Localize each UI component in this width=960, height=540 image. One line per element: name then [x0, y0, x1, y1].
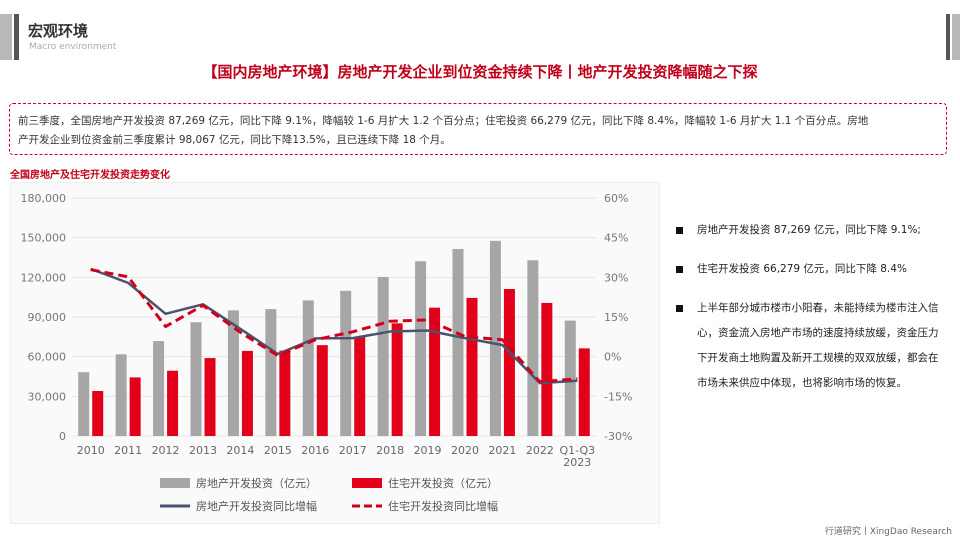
summary-line-1: 前三季度，全国房地产开发投资 87,269 亿元，同比下降 9.1%，降幅较 1… [18, 115, 869, 127]
x-axis-tick-label: 2021 [488, 444, 516, 457]
bullet-item: 上半年部分城市楼市小阳春，未能持续为楼市注入信心，资金流入房地产市场的速度持续放… [676, 296, 942, 396]
bar-residential-investment [541, 302, 553, 436]
x-axis-tick-label: 2011 [114, 444, 142, 457]
bar-residential-investment [316, 345, 328, 436]
bar-residential-investment [354, 336, 366, 436]
bar-residential-investment [578, 348, 590, 436]
bar-total-investment [377, 276, 389, 436]
bar-residential-investment [279, 350, 291, 436]
right-axis-tick-label: -15% [604, 390, 632, 403]
x-axis-tick-label: 2012 [152, 444, 180, 457]
left-axis-tick-label: 30,000 [28, 390, 67, 403]
header-accent-bar [0, 14, 12, 60]
x-axis-tick-label: 2015 [264, 444, 292, 457]
bar-residential-investment [167, 370, 179, 436]
bullet-list: 房地产开发投资 87,269 亿元，同比下降 9.1%; 住宅开发投资 66,2… [676, 218, 942, 410]
bar-total-investment [265, 309, 277, 436]
bar-total-investment [415, 261, 427, 436]
page-headline: 【国内房地产环境】房地产开发企业到位资金持续下降丨地产开发投资降幅随之下探 [202, 63, 758, 81]
summary-box: 前三季度，全国房地产开发投资 87,269 亿元，同比下降 9.1%，降幅较 1… [9, 103, 947, 155]
bar-total-investment [340, 290, 352, 436]
bullet-text: 房地产开发投资 87,269 亿元，同比下降 9.1%; [697, 224, 921, 236]
legend-label: 房地产开发投资同比增幅 [196, 499, 317, 513]
left-axis-tick-label: 90,000 [28, 311, 67, 324]
summary-line-2: 产开发企业到位资金前三季度累计 98,067 亿元，同比下降13.5%，且已连续… [18, 134, 451, 146]
bar-residential-investment [466, 297, 478, 436]
x-axis-tick-label: 2018 [376, 444, 404, 457]
bullet-item: 住宅开发投资 66,279 亿元，同比下降 8.4% [676, 257, 942, 282]
bar-total-investment [302, 300, 314, 436]
x-axis-tick-label: 2019 [414, 444, 442, 457]
left-axis-tick-label: 0 [59, 430, 66, 443]
left-axis-tick-label: 150,000 [21, 232, 67, 245]
bullet-square-icon [676, 266, 683, 273]
bar-residential-investment [129, 377, 141, 436]
left-axis-tick-label: 180,000 [21, 192, 67, 205]
x-axis-tick-label: 2023 [563, 456, 591, 469]
bullet-text: 住宅开发投资 66,279 亿元，同比下降 8.4% [697, 263, 907, 275]
header-right-accent-bar [952, 14, 960, 60]
right-axis-tick-label: 30% [604, 271, 628, 284]
x-axis-tick-label: 2016 [301, 444, 329, 457]
right-axis-tick-label: 0% [604, 351, 621, 364]
chart-title: 全国房地产及住宅开发投资走势变化 [10, 170, 170, 181]
line-total-yoy [90, 267, 578, 385]
bar-residential-investment [429, 307, 441, 436]
section-subtitle: Macro environment [29, 42, 117, 52]
x-axis-tick-label: 2022 [526, 444, 554, 457]
x-axis-tick-label: 2020 [451, 444, 479, 457]
bar-total-investment [78, 372, 90, 436]
x-axis-tick-label: 2014 [226, 444, 254, 457]
right-axis-tick-label: 45% [604, 232, 628, 245]
legend-label: 住宅开发投资（亿元） [388, 476, 498, 490]
x-axis-tick-label: 2010 [77, 444, 105, 457]
legend-label: 房地产开发投资（亿元） [196, 476, 317, 490]
legend-label: 住宅开发投资同比增幅 [388, 499, 498, 513]
bullet-text: 上半年部分城市楼市小阳春，未能持续为楼市注入信心，资金流入房地产市场的速度持续放… [697, 302, 939, 389]
header-accent-bar-dark [14, 14, 19, 60]
bar-total-investment [489, 240, 501, 436]
bar-total-investment [153, 341, 165, 436]
bar-total-investment [452, 248, 464, 436]
right-axis-tick-label: -30% [604, 430, 632, 443]
bullet-square-icon [676, 305, 683, 312]
header-right-accent-bar-dark [946, 14, 950, 60]
bar-residential-investment [503, 289, 515, 436]
legend-swatch [160, 478, 190, 488]
bar-residential-investment [204, 358, 216, 436]
right-axis-tick-label: 15% [604, 311, 628, 324]
bullet-square-icon [676, 227, 683, 234]
section-title: 宏观环境 [28, 22, 89, 40]
bar-total-investment [527, 260, 539, 436]
bullet-item: 房地产开发投资 87,269 亿元，同比下降 9.1%; [676, 218, 942, 243]
bar-total-investment [227, 310, 239, 436]
bar-residential-investment [92, 391, 104, 436]
left-axis-tick-label: 120,000 [21, 271, 67, 284]
investment-chart: 0 30,000 60,000 90,000 120,000 150,000 180,000… [21, 192, 633, 513]
bar-total-investment [115, 354, 127, 436]
left-axis-tick-label: 60,000 [28, 351, 67, 364]
x-axis-tick-label: Q1-Q3 [559, 444, 595, 457]
bar-total-investment [190, 322, 202, 436]
x-axis-tick-label: 2013 [189, 444, 217, 457]
right-axis-tick-label: 60% [604, 192, 628, 205]
bar-residential-investment [241, 350, 253, 436]
x-axis-tick-label: 2017 [339, 444, 367, 457]
legend-swatch [352, 478, 382, 488]
bar-residential-investment [391, 323, 403, 436]
footer-credit: 行道研究丨XingDao Research [824, 527, 952, 537]
